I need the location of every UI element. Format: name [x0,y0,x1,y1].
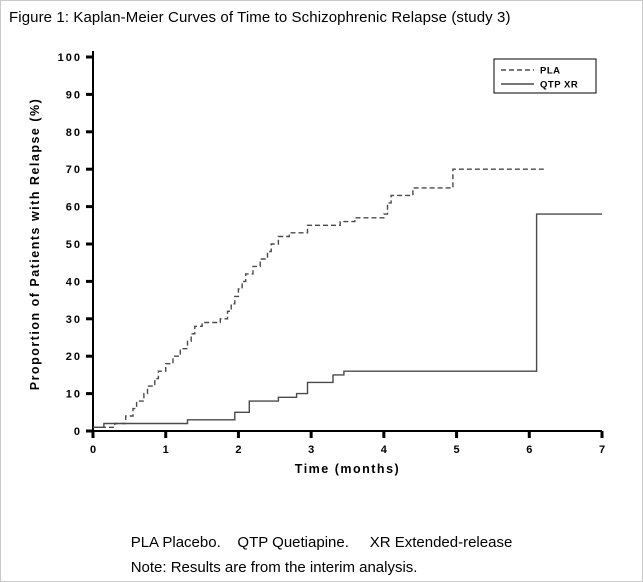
series-line-pla [93,168,544,428]
legend-label-qtp-xr: QTP XR [540,80,578,91]
y-tick-label: 20 [66,351,82,363]
y-tick-label: 90 [66,89,82,101]
x-tick-label: 3 [308,444,314,456]
y-tick-label: 10 [66,389,82,401]
y-tick-label: 0 [74,426,82,438]
x-tick-label: 7 [599,444,605,456]
y-tick-label: 70 [66,164,82,176]
y-tick-label: 100 [58,52,82,64]
x-tick-label: 1 [163,444,169,456]
series-line-qtp-xr [93,213,602,428]
footnote-block: PLA Placebo. QTP Quetiapine. XR Extended… [131,531,513,581]
y-tick-label: 30 [66,314,82,326]
interim-note: Note: Results are from the interim analy… [130,558,418,576]
footnotes: PLA Placebo. QTP Quetiapine. XR Extended… [1,531,642,581]
legend-box [493,58,597,94]
x-tick-label: 6 [526,444,532,456]
x-tick-label: 0 [90,444,96,456]
x-axis-title: Time (months) [295,462,400,476]
x-tick-label: 5 [454,444,460,456]
figure-title: Figure 1: Kaplan-Meier Curves of Time to… [9,9,511,26]
abbreviation-note: PLA Placebo. QTP Quetiapine. XR Extended… [130,534,513,551]
x-tick-label: 2 [235,444,241,456]
y-tick-label: 60 [66,202,82,214]
y-tick-label: 50 [66,239,82,251]
km-plot-svg: 0 10 20 30 40 50 60 70 80 90 100 0 1 2 3 4 5 6 7 Proportion… [28,51,605,476]
y-tick-label: 40 [66,276,82,288]
legend-label-pla: PLA [540,66,561,77]
y-tick-label: 80 [66,127,82,139]
km-chart: 0 10 20 30 40 50 60 70 80 90 100 0 1 2 3 4 5 6 7 Proportion… [25,43,620,483]
y-axis-title: Proportion of Patients with Relapse (%) [28,98,42,391]
x-tick-label: 4 [381,444,388,456]
